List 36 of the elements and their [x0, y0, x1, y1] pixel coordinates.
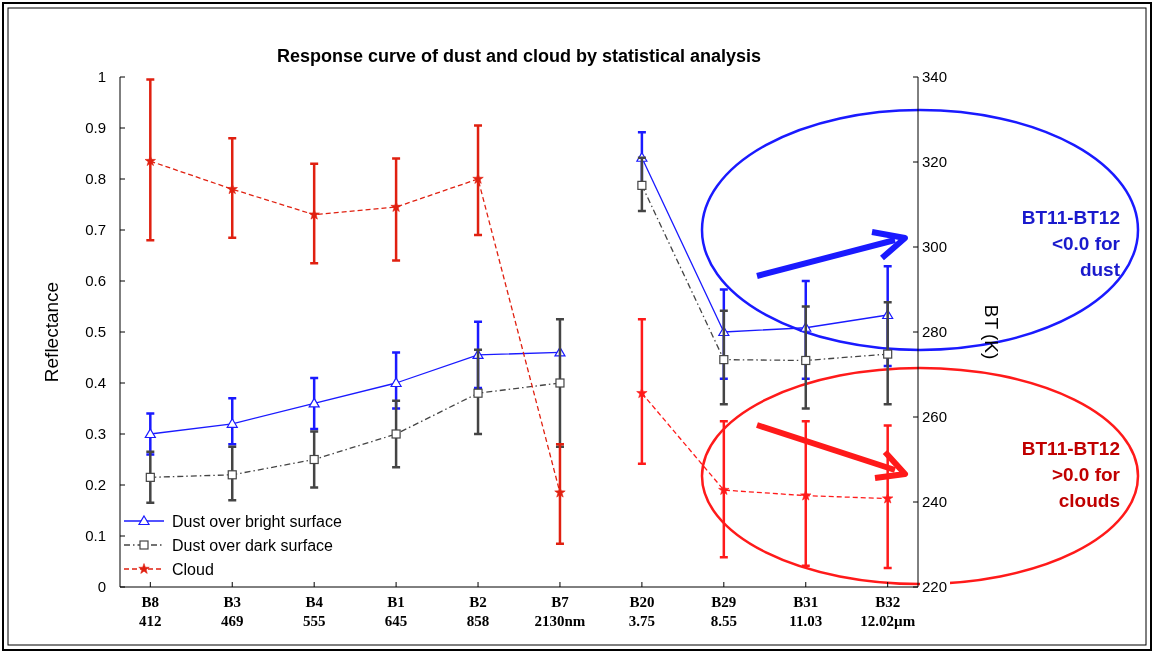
- text: BT11-BT12 >0.0 for clouds: [1021, 438, 1121, 511]
- x-tick-label: B31 11.03: [789, 594, 823, 629]
- y-tick-label: 0.3: [85, 425, 106, 443]
- x-tick-label: B7 2130nm: [534, 594, 586, 629]
- x-tick-label: B4 555: [302, 594, 326, 629]
- y2-tick-label: 300: [922, 238, 948, 256]
- y2-tick-label: 260: [922, 408, 948, 426]
- x-tick-label: B8 412: [139, 594, 162, 629]
- y-tick-label: 1: [97, 68, 106, 86]
- x-tick-label: B3 469: [220, 594, 244, 629]
- y2-axis-title: BT (K): [981, 304, 1002, 360]
- legend-label: Cloud: [172, 560, 214, 578]
- y2-tick-label: 240: [922, 493, 948, 511]
- y-tick-label: 0.1: [85, 527, 106, 545]
- y-tick-label: 0.4: [85, 374, 106, 392]
- y-tick-label: 0.5: [85, 323, 106, 341]
- chart-title: Response curve of dust and cloud by statistical analysis: [276, 46, 762, 66]
- y2-tick-label: 320: [922, 153, 948, 171]
- x-tick-label: B29 8.55: [710, 594, 737, 629]
- y-tick-label: 0.9: [85, 119, 106, 137]
- y2-tick-label: 220: [922, 578, 948, 596]
- text: BT11-BT12 <0.0 for dust: [1021, 207, 1121, 280]
- y-tick-label: 0: [97, 578, 106, 596]
- y2-tick-label: 340: [922, 68, 948, 86]
- y-tick-label: 0.6: [85, 272, 106, 290]
- x-tick-label: B2 858: [466, 594, 490, 629]
- y-tick-label: 0.8: [85, 170, 106, 188]
- legend-label: Dust over dark surface: [172, 536, 334, 554]
- x-tick-label: B1 645: [384, 594, 408, 629]
- y-tick-label: 0.2: [85, 476, 106, 494]
- y-tick-label: 0.7: [85, 221, 106, 239]
- y2-tick-label: 280: [922, 323, 948, 341]
- y-axis-title: Reflectance: [41, 281, 62, 383]
- x-tick-label: B32 12.02µm: [860, 594, 916, 629]
- x-tick-label: B20 3.75: [628, 594, 656, 629]
- legend-label: Dust over bright surface: [172, 512, 342, 530]
